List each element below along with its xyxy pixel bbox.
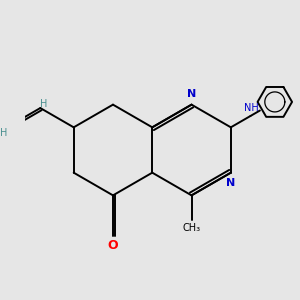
Text: O: O: [108, 239, 118, 252]
Text: H: H: [0, 128, 7, 138]
Text: H: H: [40, 98, 47, 109]
Text: CH₃: CH₃: [182, 223, 201, 232]
Text: N: N: [226, 178, 236, 188]
Text: NH: NH: [244, 103, 259, 113]
Text: N: N: [187, 89, 196, 99]
